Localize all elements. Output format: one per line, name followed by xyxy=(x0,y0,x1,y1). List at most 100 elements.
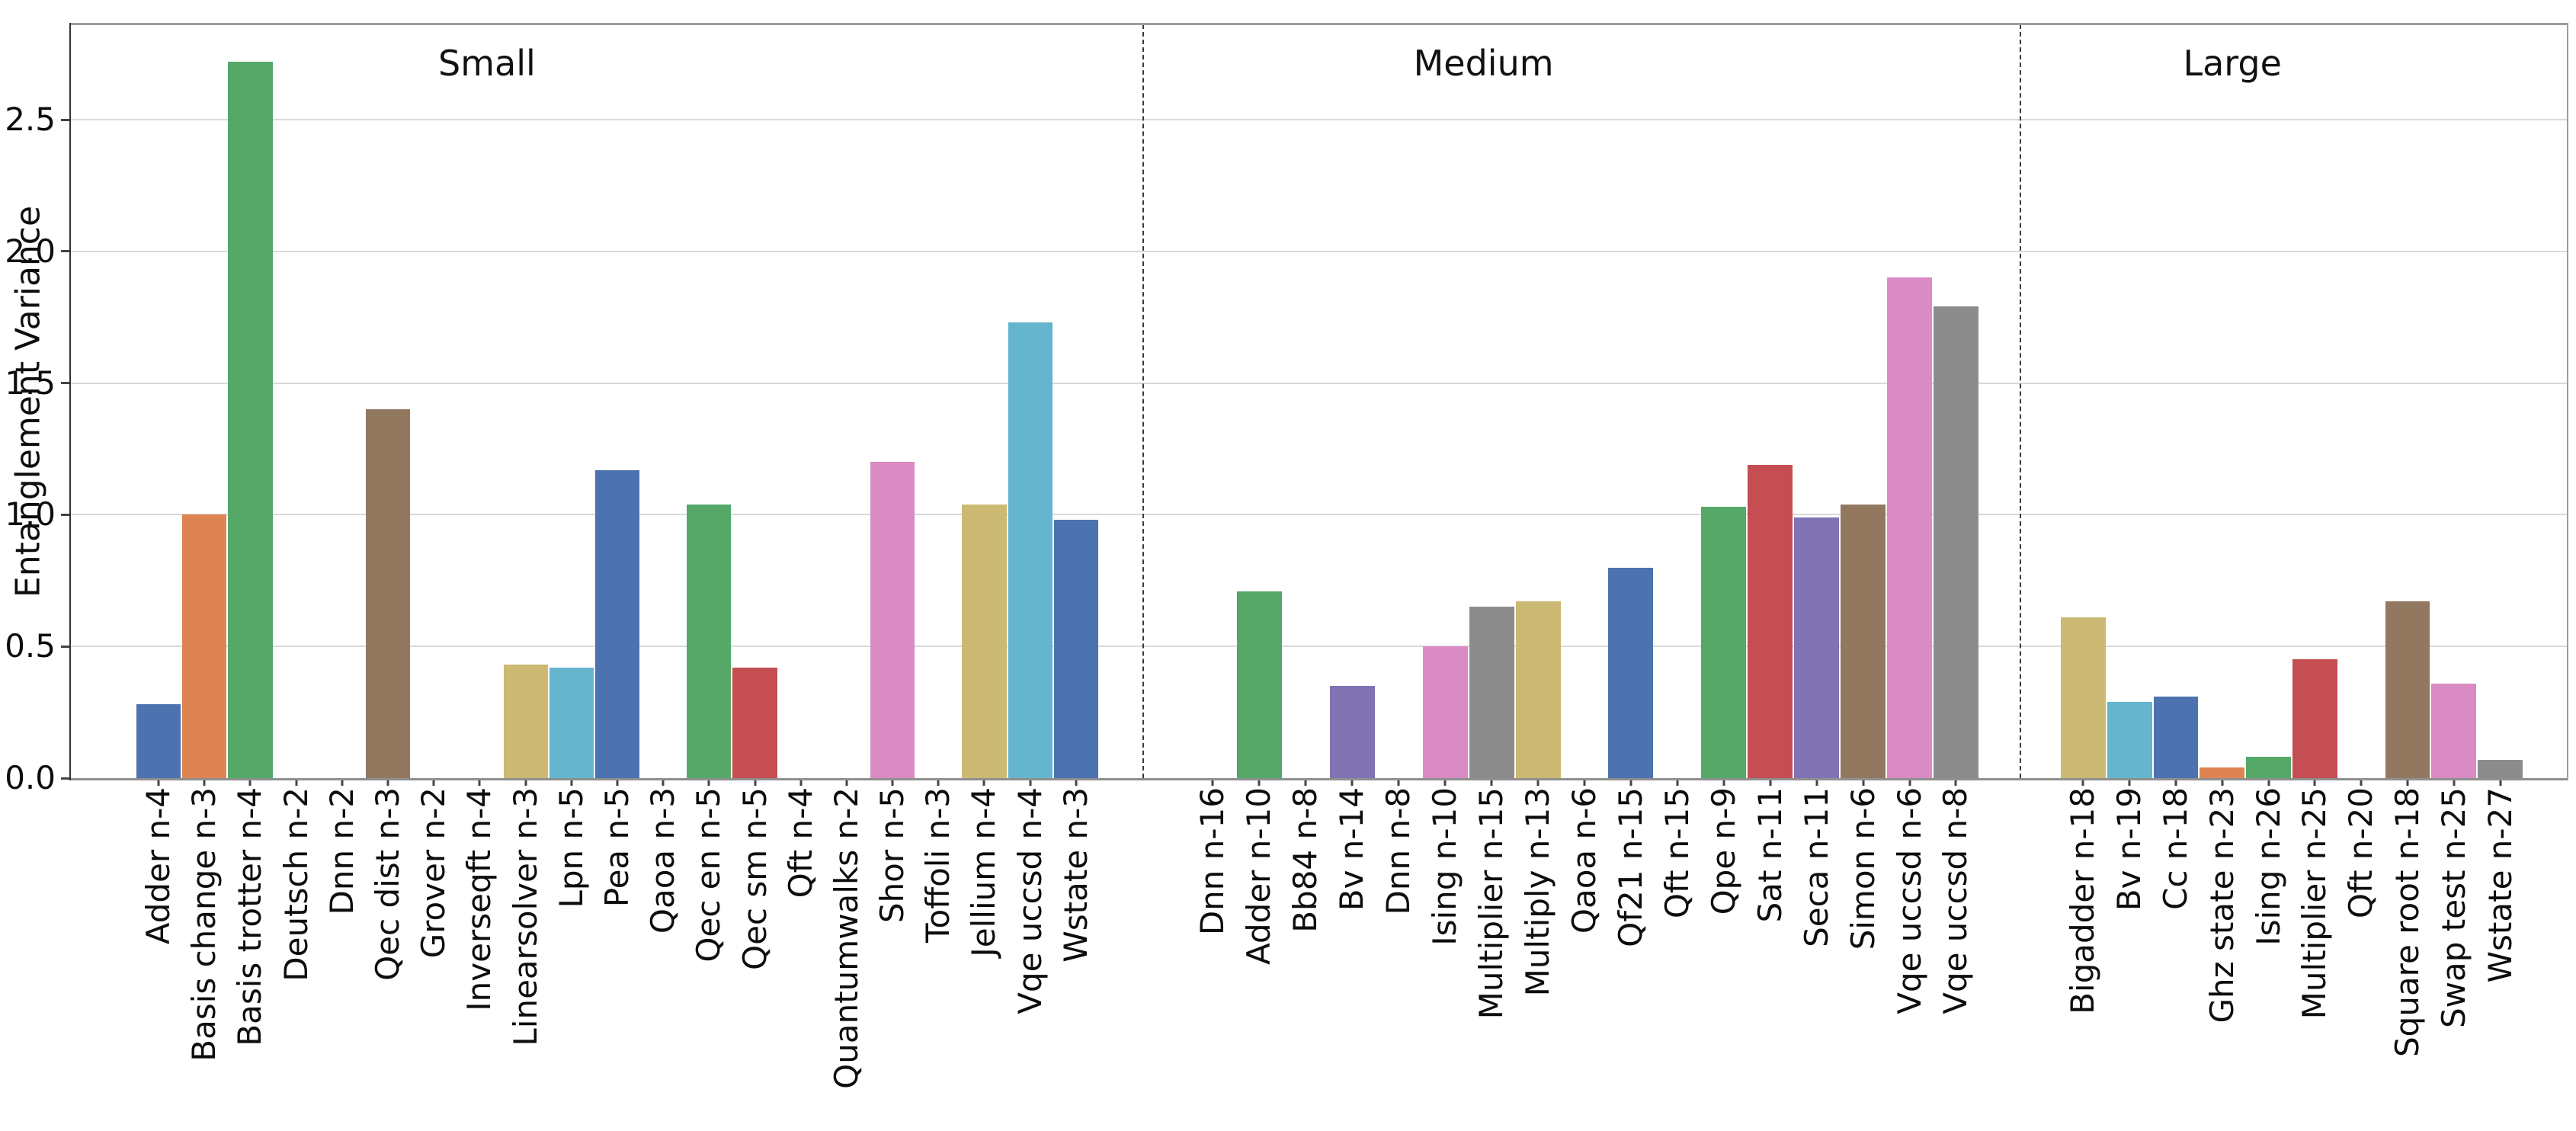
bar-slot xyxy=(2430,24,2477,778)
x-tick-mark xyxy=(982,778,985,786)
x-tick-label: Adder n-10 xyxy=(1240,787,1278,965)
x-tick-cell: Qec dist n-3 xyxy=(365,778,411,981)
y-tick-mark xyxy=(61,250,70,253)
x-tick-label: Qpe n-9 xyxy=(1704,787,1742,915)
x-tick-mark xyxy=(570,778,573,786)
x-tick-mark xyxy=(157,778,160,786)
x-tick-mark xyxy=(1676,778,1679,786)
bar xyxy=(594,470,640,778)
x-tick-label: Dnn n-8 xyxy=(1379,787,1418,915)
bar-slot xyxy=(181,24,227,778)
bar xyxy=(1053,520,1098,778)
x-tick-mark xyxy=(524,778,527,786)
x-tick-label: Bigadder n-18 xyxy=(2064,787,2102,1014)
bar xyxy=(870,462,915,778)
x-tick-label: Lpn n-5 xyxy=(552,787,590,908)
x-tick-label: Multiplier n-15 xyxy=(1472,787,1511,1020)
bar xyxy=(1841,505,1886,778)
x-tick-cell: Square root n-18 xyxy=(2385,778,2431,1057)
bar-slot xyxy=(1236,24,1283,778)
x-tick-mark xyxy=(799,778,803,786)
x-tick-cell: Multiplier n-25 xyxy=(2292,778,2338,1020)
x-tick-label: Ising n-26 xyxy=(2249,787,2287,946)
x-tick-cell: Qec en n-5 xyxy=(686,778,732,963)
x-tick-label: Multiplier n-25 xyxy=(2296,787,2334,1020)
x-tick-mark xyxy=(2267,778,2270,786)
panel-title: Large xyxy=(2183,43,2282,84)
bar xyxy=(1701,507,1747,778)
bar-slot xyxy=(1422,24,1469,778)
bar xyxy=(2246,757,2291,778)
bar xyxy=(2385,601,2430,778)
bar-slot xyxy=(1562,24,1608,778)
bar-slot xyxy=(1747,24,1793,778)
bar-slot xyxy=(1008,24,1053,778)
x-tick-mark xyxy=(478,778,481,786)
x-tick-mark xyxy=(1536,778,1540,786)
x-tick-mark xyxy=(2360,778,2363,786)
x-tick-label: Qec sm n-5 xyxy=(735,787,774,970)
bar xyxy=(687,505,732,778)
x-tick-cell: Bigadder n-18 xyxy=(2060,778,2107,1014)
x-tick-cell: Seca n-11 xyxy=(1793,778,1840,947)
x-tick-cell: Inverseqft n-4 xyxy=(457,778,502,1011)
x-tick-cell: Simon n-6 xyxy=(1840,778,1886,950)
x-tick-cell: Vqe uccsd n-4 xyxy=(1008,778,1053,1014)
x-tick-label: Cc n-18 xyxy=(2156,787,2194,910)
bar xyxy=(2153,697,2199,778)
grid-line xyxy=(71,250,2567,252)
x-tick-mark xyxy=(1029,778,1032,786)
bar-slot xyxy=(1515,24,1562,778)
x-tick-label: Qft n-20 xyxy=(2342,787,2380,919)
x-tick-mark xyxy=(2453,778,2456,786)
x-tick-label: Wstate n-27 xyxy=(2481,787,2519,983)
x-tick-label: Vqe uccsd n-4 xyxy=(1011,787,1049,1014)
y-tick-label: 1.0 xyxy=(5,495,56,533)
x-tick-label: Linearsolver n-3 xyxy=(506,787,544,1046)
x-tick-cell: Qft n-4 xyxy=(778,778,824,899)
facet-xlabels-row: Adder n-4 Basis change n-3 Basis trotter n… xyxy=(136,778,1099,1123)
bar-slot xyxy=(2477,24,2523,778)
facet-bars-row xyxy=(1190,24,1979,778)
facet-bars-row xyxy=(136,24,1099,778)
facet-xlabels-row: Bigadder n-18 Bv n-19 Cc n-18 Ghz state n-2… xyxy=(2060,778,2523,1123)
bar xyxy=(1422,646,1468,778)
grid-line xyxy=(71,382,2567,384)
bar-slot xyxy=(686,24,732,778)
x-tick-cell: Lpn n-5 xyxy=(549,778,594,908)
x-tick-cell: Qpe n-9 xyxy=(1700,778,1747,915)
x-tick-cell: Adder n-4 xyxy=(136,778,181,944)
y-tick-label: 0.0 xyxy=(5,759,56,796)
bar-slot xyxy=(870,24,915,778)
y-tick-mark xyxy=(61,513,70,516)
x-tick-mark xyxy=(2174,778,2177,786)
x-tick-label: Qaoa n-3 xyxy=(644,787,682,934)
x-tick-mark xyxy=(2499,778,2502,786)
bar-slot xyxy=(778,24,824,778)
y-tick-mark xyxy=(61,382,70,385)
x-tick-mark xyxy=(1350,778,1354,786)
x-tick-mark xyxy=(1583,778,1586,786)
x-tick-mark xyxy=(707,778,710,786)
x-tick-label: Toffoli n-3 xyxy=(919,787,957,944)
bar xyxy=(1887,277,1932,778)
bar-slot xyxy=(457,24,502,778)
x-tick-cell: Sat n-11 xyxy=(1747,778,1793,922)
bar xyxy=(1794,517,1840,778)
x-tick-label: Ising n-10 xyxy=(1426,787,1464,946)
bar xyxy=(1515,601,1561,778)
bar-slot xyxy=(2107,24,2153,778)
x-tick-label: Pea n-5 xyxy=(598,787,636,908)
x-tick-cell: Deutsch n-2 xyxy=(274,778,319,982)
y-tick-mark xyxy=(61,118,70,121)
bar-slot xyxy=(1190,24,1236,778)
x-tick-cell: Dnn n-8 xyxy=(1376,778,1422,915)
bar xyxy=(1608,568,1654,778)
x-tick-cell: Ghz state n-23 xyxy=(2199,778,2245,1024)
x-tick-cell: Multiplier n-15 xyxy=(1469,778,1515,1020)
x-tick-label: Qft n-4 xyxy=(781,787,819,899)
bar-slot xyxy=(2338,24,2385,778)
x-tick-cell: Grover n-2 xyxy=(411,778,457,958)
panel-title: Medium xyxy=(1413,43,1554,84)
bar xyxy=(503,665,548,778)
